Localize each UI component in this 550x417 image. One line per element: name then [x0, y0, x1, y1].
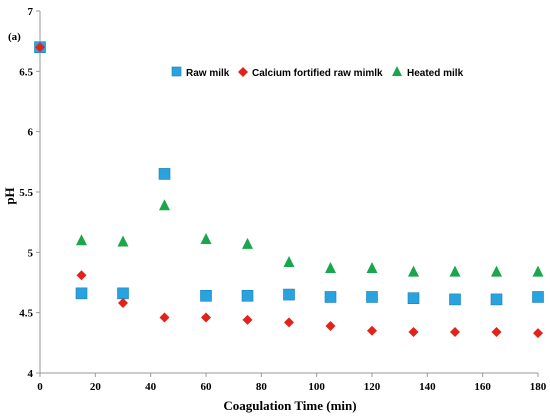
data-point-calcium-fortified-raw-mimlk: [35, 42, 45, 53]
y-tick-label: 4.5: [19, 308, 33, 320]
data-point-heated-milk: [366, 262, 378, 274]
data-point-heated-milk: [532, 265, 544, 277]
data-point-raw-milk: [283, 288, 295, 301]
x-axis-title: Coagulation Time (min): [223, 398, 356, 413]
x-tick-label: 40: [145, 381, 157, 393]
panel-label: (a): [8, 31, 21, 43]
data-points: [34, 41, 544, 339]
y-tick-label: 4: [28, 368, 34, 380]
legend-marker-calcium-fortified: [238, 67, 248, 77]
data-point-calcium-fortified-raw-mimlk: [159, 312, 170, 323]
x-tick-label: 60: [201, 381, 213, 393]
data-point-calcium-fortified-raw-mimlk: [491, 326, 502, 337]
x-tick-label: 180: [530, 381, 547, 393]
legend-label-calcium-fortified: Calcium fortified raw mimlk: [252, 68, 383, 79]
data-point-calcium-fortified-raw-mimlk: [284, 317, 294, 328]
data-point-calcium-fortified-raw-mimlk: [450, 326, 460, 337]
y-tick-label: 6.5: [19, 66, 33, 78]
data-point-heated-milk: [408, 265, 419, 277]
data-point-calcium-fortified-raw-mimlk: [533, 328, 543, 339]
data-point-raw-milk: [490, 293, 503, 306]
legend-marker-heated-milk: [392, 66, 402, 76]
y-tick-label: 5: [28, 247, 34, 259]
data-point-calcium-fortified-raw-mimlk: [242, 314, 253, 325]
y-tick-label: 6: [28, 127, 34, 139]
legend: Raw milk Calcium fortified raw mimlk Hea…: [171, 66, 464, 79]
data-point-calcium-fortified-raw-mimlk: [325, 320, 336, 331]
data-point-calcium-fortified-raw-mimlk: [118, 298, 128, 309]
data-point-raw-milk: [200, 289, 212, 302]
data-point-calcium-fortified-raw-mimlk: [367, 325, 377, 336]
y-tick-label: 5.5: [19, 187, 33, 199]
data-point-heated-milk: [283, 255, 295, 267]
data-point-heated-milk: [449, 265, 461, 277]
x-tick-label: 80: [256, 381, 268, 393]
data-point-raw-milk: [75, 287, 88, 300]
data-point-calcium-fortified-raw-mimlk: [201, 312, 211, 323]
data-point-raw-milk: [532, 291, 544, 303]
data-point-heated-milk: [325, 262, 336, 274]
x-tick-label: 100: [308, 381, 325, 393]
x-tick-label: 120: [364, 381, 381, 393]
data-point-raw-milk: [241, 289, 254, 302]
x-tick-label: 160: [474, 381, 491, 393]
x-tick-label: 140: [419, 381, 436, 393]
x-tick-label: 20: [90, 381, 102, 393]
legend-label-heated-milk: Heated milk: [407, 68, 464, 79]
legend-marker-raw-milk: [171, 66, 182, 77]
data-point-heated-milk: [200, 233, 212, 245]
legend-label-raw-milk: Raw milk: [186, 68, 230, 79]
data-point-raw-milk: [407, 292, 420, 304]
data-point-raw-milk: [449, 293, 461, 306]
data-point-calcium-fortified-raw-mimlk: [76, 270, 87, 281]
data-point-raw-milk: [158, 168, 171, 180]
data-point-calcium-fortified-raw-mimlk: [408, 326, 419, 337]
x-tick-label: 0: [37, 381, 43, 393]
data-point-heated-milk: [76, 234, 87, 246]
data-point-heated-milk: [491, 265, 502, 277]
data-point-raw-milk: [366, 291, 378, 303]
x-ticks: 0 20 40 60 80 100 120 140 160 180: [37, 373, 547, 393]
y-tick-label: 7: [28, 6, 34, 18]
data-point-heated-milk: [242, 237, 253, 249]
data-point-raw-milk: [324, 291, 337, 303]
y-ticks: 4 4.5 5 5.5 6 6.5 7: [19, 6, 40, 380]
data-point-raw-milk: [117, 287, 129, 300]
data-point-heated-milk: [117, 235, 129, 247]
y-axis-title: pH: [2, 187, 17, 204]
data-point-heated-milk: [159, 199, 170, 211]
